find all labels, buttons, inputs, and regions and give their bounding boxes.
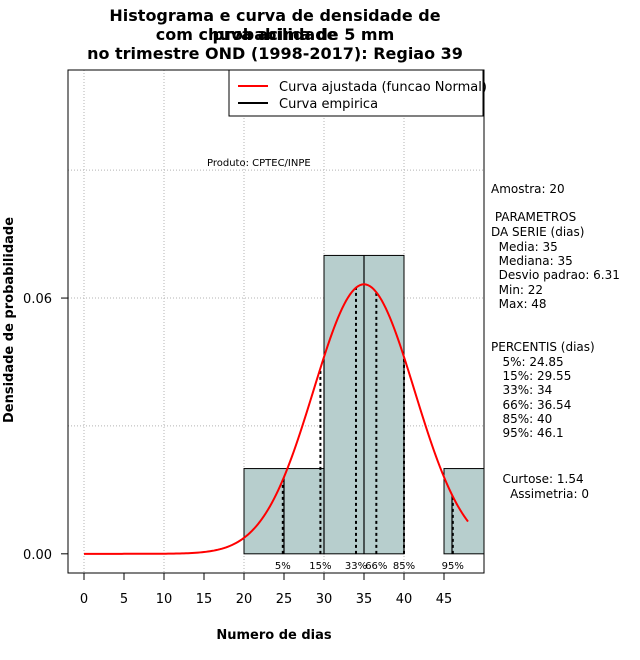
percentile-label: 15% <box>309 561 331 572</box>
stat-mediana: Mediana: 35 <box>491 254 573 268</box>
percentile-label: 66% <box>365 561 387 572</box>
stat-param-sub: DA SERIE (dias) <box>491 225 585 239</box>
stat-param-title: PARAMETROS <box>491 210 577 224</box>
stat-assimetria: Assimetria: 0 <box>491 487 590 501</box>
stat-desvio: Desvio padrao: 6.31 <box>491 268 620 282</box>
percentile-label: 85% <box>393 561 415 572</box>
x-tick-label: 40 <box>396 592 413 607</box>
x-axis: 0 5 10 15 20 25 30 35 40 45 <box>80 572 453 607</box>
stat-max: Max: 48 <box>491 297 547 311</box>
stat-p33: 33%: 34 <box>491 383 553 397</box>
stat-p95: 95%: 46.1 <box>491 426 564 440</box>
legend-label-empirical: Curva empirica <box>279 97 378 112</box>
y-axis-label: Densidade de probabilidade <box>2 217 17 423</box>
histogram-bar <box>443 468 485 555</box>
percentile-markers: 5% 15% 33%66% 85% 95% <box>275 287 464 572</box>
x-tick-label: 30 <box>316 592 333 607</box>
chart-title-line-1: Histograma e curva de densidade de proba… <box>109 6 441 44</box>
y-axis: 0.00 0.06 <box>23 292 69 563</box>
y-tick-label: 0.06 <box>23 292 52 307</box>
legend-box <box>228 69 484 117</box>
x-tick-label: 5 <box>120 592 128 607</box>
legend: Curva ajustada (funcao Normal) Curva emp… <box>228 69 487 117</box>
x-axis-label: Numero de dias <box>216 628 332 643</box>
x-tick-label: 35 <box>356 592 373 607</box>
x-tick-label: 0 <box>80 592 88 607</box>
stat-p5: 5%: 24.85 <box>491 355 564 369</box>
x-tick-label: 45 <box>436 592 453 607</box>
chart-title-line-2: com chuva acima de 5 mm <box>155 25 395 44</box>
stat-min: Min: 22 <box>491 283 544 297</box>
x-tick-label: 25 <box>276 592 293 607</box>
stat-curtose: Curtose: 1.54 <box>491 472 584 486</box>
product-annotation: Produto: CPTEC/INPE <box>207 158 311 169</box>
stat-media: Media: 35 <box>491 240 558 254</box>
stat-amostra: Amostra: 20 <box>491 182 565 196</box>
percentile-label: 5% <box>275 561 291 572</box>
normal-curve <box>84 283 469 555</box>
stat-perc-title: PERCENTIS (dias) <box>491 340 595 354</box>
x-tick-label: 20 <box>236 592 253 607</box>
legend-label-fitted: Curva ajustada (funcao Normal) <box>279 80 487 95</box>
y-tick-label: 0.00 <box>23 548 52 563</box>
chart-title-line-3: no trimestre OND (1998-2017): Regiao 39 <box>87 44 463 63</box>
percentile-label: 33% <box>345 561 367 572</box>
stat-p15: 15%: 29.55 <box>491 369 572 383</box>
x-tick-label: 10 <box>156 592 173 607</box>
x-tick-label: 15 <box>196 592 213 607</box>
grid <box>68 70 484 573</box>
stat-p85: 85%: 40 <box>491 412 553 426</box>
percentile-label: 95% <box>442 561 464 572</box>
stat-p66: 66%: 36.54 <box>491 398 572 412</box>
